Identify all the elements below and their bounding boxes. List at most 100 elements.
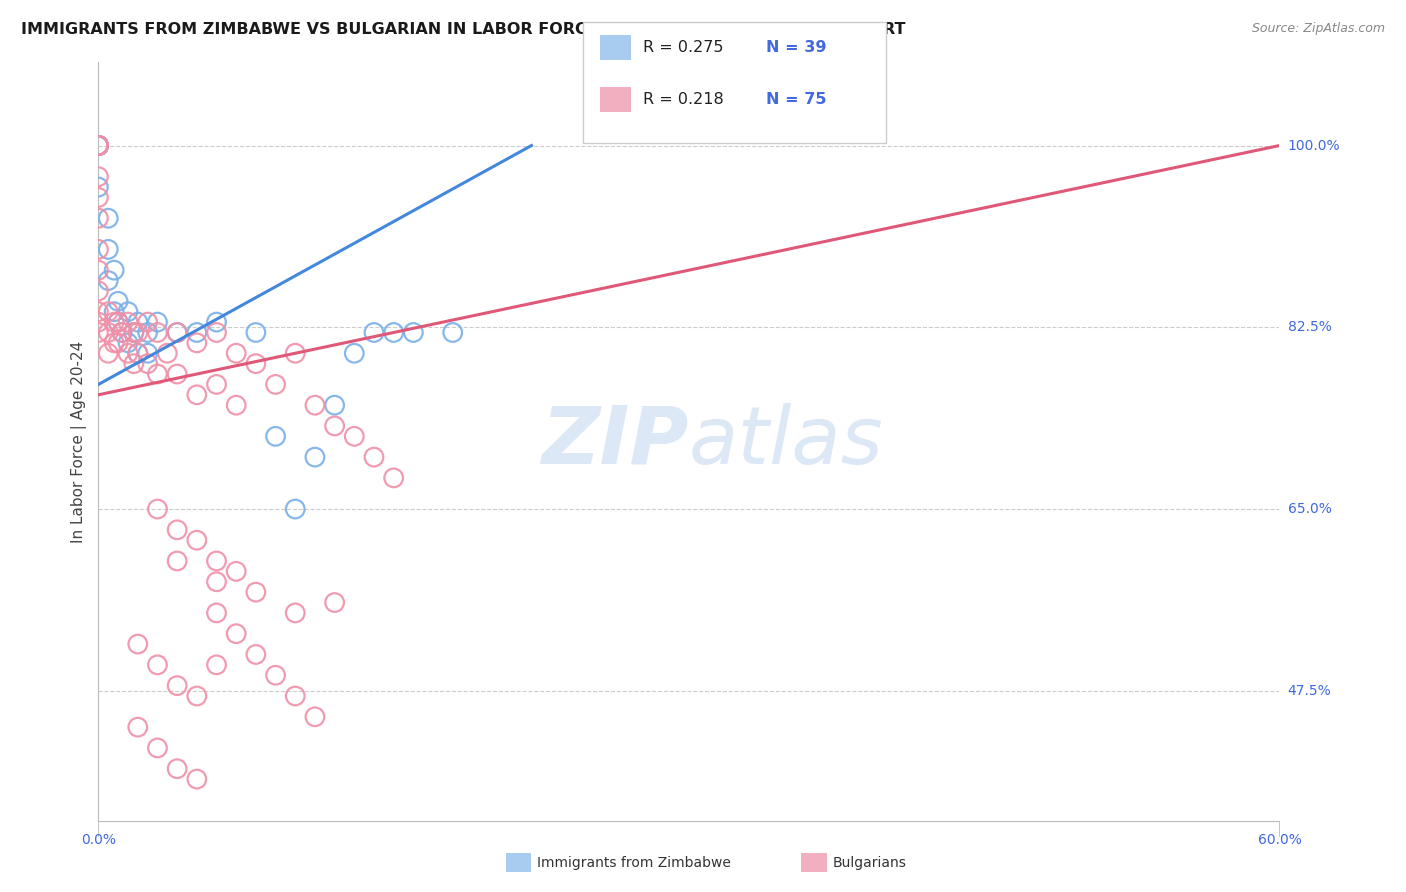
- Point: [304, 398, 326, 412]
- Point: [166, 523, 188, 537]
- Point: [127, 637, 149, 651]
- Point: [323, 595, 346, 609]
- Text: R = 0.275: R = 0.275: [643, 40, 723, 54]
- Text: Immigrants from Zimbabwe: Immigrants from Zimbabwe: [537, 855, 731, 870]
- Point: [122, 326, 145, 340]
- Point: [363, 326, 385, 340]
- Point: [343, 346, 366, 360]
- Point: [186, 689, 208, 703]
- Point: [186, 335, 208, 350]
- Point: [127, 315, 149, 329]
- Point: [117, 346, 139, 360]
- Text: N = 39: N = 39: [766, 40, 827, 54]
- Point: [205, 326, 228, 340]
- Point: [146, 502, 169, 516]
- Point: [87, 138, 110, 153]
- Point: [97, 326, 120, 340]
- Point: [117, 335, 139, 350]
- Point: [97, 211, 120, 226]
- Point: [156, 346, 179, 360]
- Point: [166, 762, 188, 776]
- Point: [87, 138, 110, 153]
- Point: [186, 772, 208, 786]
- Point: [111, 326, 134, 340]
- Point: [245, 357, 267, 371]
- Point: [87, 138, 110, 153]
- Point: [284, 346, 307, 360]
- Text: IMMIGRANTS FROM ZIMBABWE VS BULGARIAN IN LABOR FORCE | AGE 20-24 CORRELATION CHA: IMMIGRANTS FROM ZIMBABWE VS BULGARIAN IN…: [21, 22, 905, 38]
- Point: [146, 315, 169, 329]
- Point: [87, 138, 110, 153]
- Point: [186, 388, 208, 402]
- Point: [127, 720, 149, 734]
- Point: [103, 263, 125, 277]
- Point: [382, 471, 405, 485]
- Point: [284, 502, 307, 516]
- Point: [264, 668, 287, 682]
- Point: [103, 335, 125, 350]
- Point: [225, 346, 247, 360]
- Point: [87, 138, 110, 153]
- Text: 0.0%: 0.0%: [82, 833, 115, 847]
- Text: Source: ZipAtlas.com: Source: ZipAtlas.com: [1251, 22, 1385, 36]
- Point: [166, 367, 188, 381]
- Point: [136, 326, 159, 340]
- Text: atlas: atlas: [689, 402, 884, 481]
- Text: 82.5%: 82.5%: [1288, 320, 1331, 334]
- Text: 65.0%: 65.0%: [1288, 502, 1331, 516]
- Point: [127, 346, 149, 360]
- Point: [111, 326, 134, 340]
- Point: [122, 357, 145, 371]
- Point: [205, 657, 228, 672]
- Point: [205, 554, 228, 568]
- Point: [87, 243, 110, 257]
- Point: [87, 138, 110, 153]
- Point: [127, 346, 149, 360]
- Point: [97, 243, 120, 257]
- Point: [225, 565, 247, 579]
- Point: [122, 326, 145, 340]
- Point: [304, 450, 326, 464]
- Point: [136, 315, 159, 329]
- Point: [245, 326, 267, 340]
- Point: [87, 180, 110, 194]
- Point: [87, 138, 110, 153]
- Point: [136, 346, 159, 360]
- Point: [166, 326, 188, 340]
- Point: [87, 211, 110, 226]
- Point: [97, 274, 120, 288]
- Point: [363, 450, 385, 464]
- Point: [107, 294, 129, 309]
- Point: [186, 326, 208, 340]
- Point: [225, 626, 247, 640]
- Point: [264, 429, 287, 443]
- Point: [87, 190, 110, 204]
- Point: [264, 377, 287, 392]
- Point: [205, 574, 228, 589]
- Point: [402, 326, 425, 340]
- Point: [146, 326, 169, 340]
- Point: [323, 419, 346, 434]
- Point: [87, 138, 110, 153]
- Point: [284, 689, 307, 703]
- Text: 100.0%: 100.0%: [1288, 138, 1340, 153]
- Point: [87, 284, 110, 298]
- Point: [205, 377, 228, 392]
- Point: [117, 315, 139, 329]
- Point: [117, 304, 139, 318]
- Text: Bulgarians: Bulgarians: [832, 855, 907, 870]
- Point: [304, 710, 326, 724]
- Point: [166, 679, 188, 693]
- Point: [87, 315, 110, 329]
- Text: N = 75: N = 75: [766, 92, 827, 106]
- Point: [205, 606, 228, 620]
- Point: [225, 398, 247, 412]
- Point: [146, 740, 169, 755]
- Point: [146, 367, 169, 381]
- Point: [103, 304, 125, 318]
- Point: [284, 606, 307, 620]
- Point: [87, 138, 110, 153]
- Point: [87, 138, 110, 153]
- Point: [87, 138, 110, 153]
- Text: 47.5%: 47.5%: [1288, 684, 1331, 698]
